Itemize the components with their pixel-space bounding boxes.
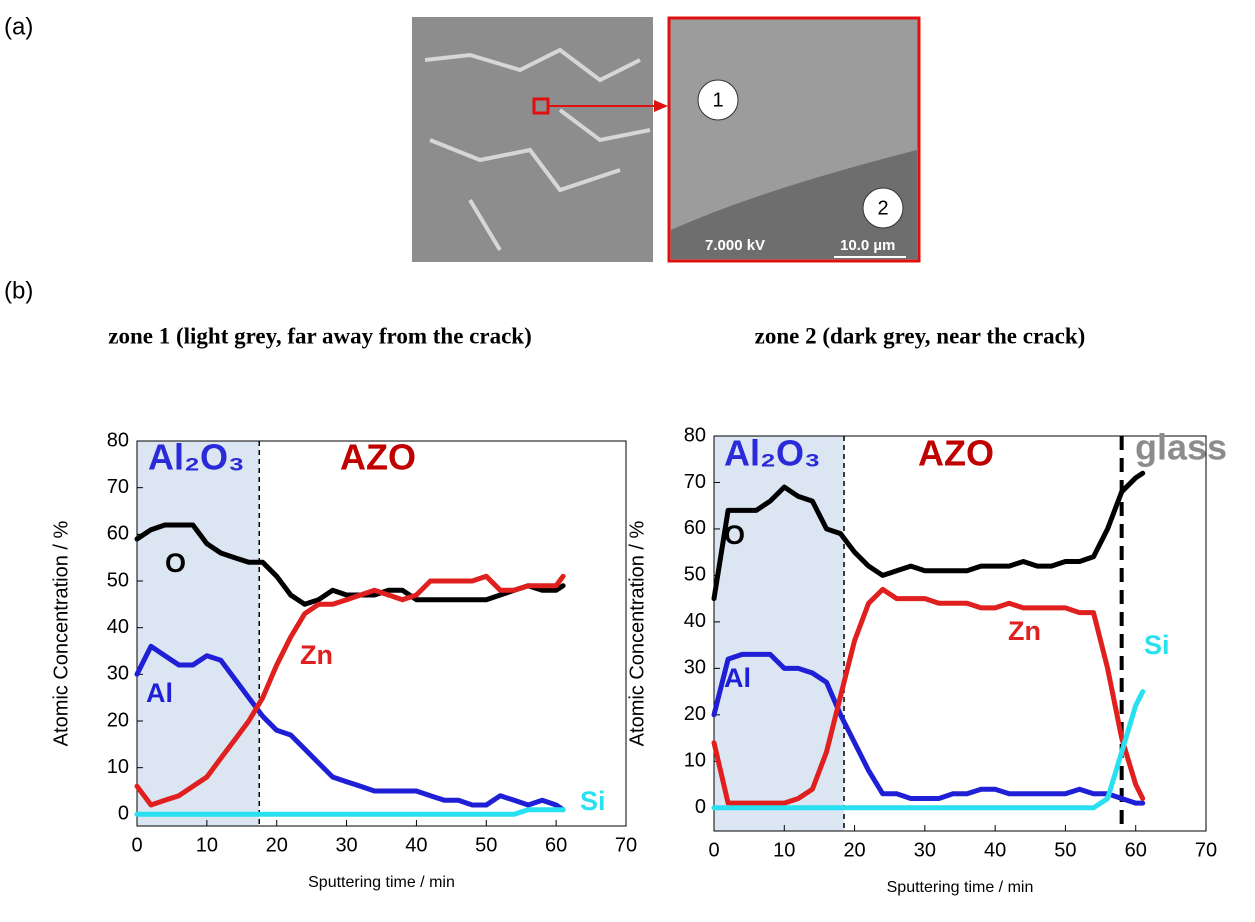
plot-frame <box>713 435 1207 832</box>
sem-overview <box>412 17 653 262</box>
series-line <box>711 586 1146 806</box>
x-tick-label: 10 <box>773 839 795 861</box>
y-tick-label: 60 <box>684 517 706 539</box>
series-line <box>134 807 566 817</box>
arrow-head <box>654 100 668 112</box>
series-line <box>711 689 1146 811</box>
series-label: Si <box>1144 630 1170 660</box>
y-tick-label: 0 <box>118 803 129 825</box>
y-tick-label: 80 <box>684 424 706 446</box>
x-tick-label: 0 <box>708 839 719 861</box>
y-tick-label: 80 <box>107 429 129 451</box>
y-tick-label: 20 <box>684 703 706 725</box>
point-label: 1 <box>712 89 723 111</box>
x-tick-label: 40 <box>405 834 427 856</box>
x-tick-label: 20 <box>266 834 288 856</box>
series-label: Si <box>580 786 606 816</box>
plot-frame <box>136 440 627 827</box>
y-tick-label: 70 <box>684 471 706 493</box>
series-line <box>134 643 566 813</box>
y-axis-title: Atomic Concentration / % <box>626 520 648 746</box>
shaded-region <box>137 441 260 826</box>
series-label: O <box>165 548 186 578</box>
x-axis-title: Sputtering time / min <box>308 874 455 891</box>
x-tick-label: 50 <box>1054 839 1076 861</box>
x-tick-label: 70 <box>1195 839 1217 861</box>
voltage-label: 7.000 kV <box>705 237 765 254</box>
annotation: Al₂O₃ <box>148 437 245 478</box>
y-tick-label: 50 <box>107 569 129 591</box>
y-tick-label: 10 <box>684 750 706 772</box>
series-label: Zn <box>300 640 333 670</box>
chart-title: zone 2 (dark grey, near the crack) <box>755 323 1086 348</box>
x-tick-label: 50 <box>475 834 497 856</box>
y-tick-label: 30 <box>684 657 706 679</box>
annotation: AZO <box>918 433 994 474</box>
y-tick-label: 40 <box>107 616 129 638</box>
y-tick-label: 40 <box>684 610 706 632</box>
annotation: AZO <box>340 437 416 478</box>
x-tick-label: 60 <box>545 834 567 856</box>
point-label: 2 <box>877 197 888 219</box>
point-marker <box>862 187 904 229</box>
y-tick-label: 0 <box>695 796 706 818</box>
x-tick-label: 70 <box>615 834 637 856</box>
y-tick-label: 60 <box>107 523 129 545</box>
annotation: glass <box>1135 427 1227 468</box>
y-tick-label: 70 <box>107 476 129 498</box>
y-tick-label: 30 <box>107 663 129 685</box>
series-line <box>134 573 566 808</box>
y-tick-label: 10 <box>107 756 129 778</box>
chart-title: zone 1 (light grey, far away from the cr… <box>108 323 532 348</box>
y-tick-label: 20 <box>107 709 129 731</box>
x-tick-label: 60 <box>1125 839 1147 861</box>
x-tick-label: 20 <box>843 839 865 861</box>
series-line <box>711 651 1146 806</box>
series-label: O <box>724 520 745 550</box>
y-axis-title: Atomic Concentration / % <box>50 520 72 746</box>
point-marker <box>697 79 739 121</box>
x-tick-label: 30 <box>914 839 936 861</box>
y-tick-label: 50 <box>684 564 706 586</box>
crack-pattern <box>424 47 651 252</box>
x-tick-label: 10 <box>196 834 218 856</box>
x-tick-label: 40 <box>984 839 1006 861</box>
panel-label: (a) <box>4 13 33 40</box>
series-label: Al <box>724 663 751 693</box>
x-tick-label: 0 <box>131 834 142 856</box>
x-tick-label: 30 <box>335 834 357 856</box>
scale-label: 10.0 µm <box>840 237 895 254</box>
series-line <box>711 470 1146 602</box>
annotation: Al₂O₃ <box>724 433 821 474</box>
panel-label: (b) <box>4 277 33 304</box>
crack-region <box>671 150 917 259</box>
x-axis-title: Sputtering time / min <box>887 879 1034 896</box>
series-label: Zn <box>1008 616 1041 646</box>
series-label: Al <box>146 678 173 708</box>
